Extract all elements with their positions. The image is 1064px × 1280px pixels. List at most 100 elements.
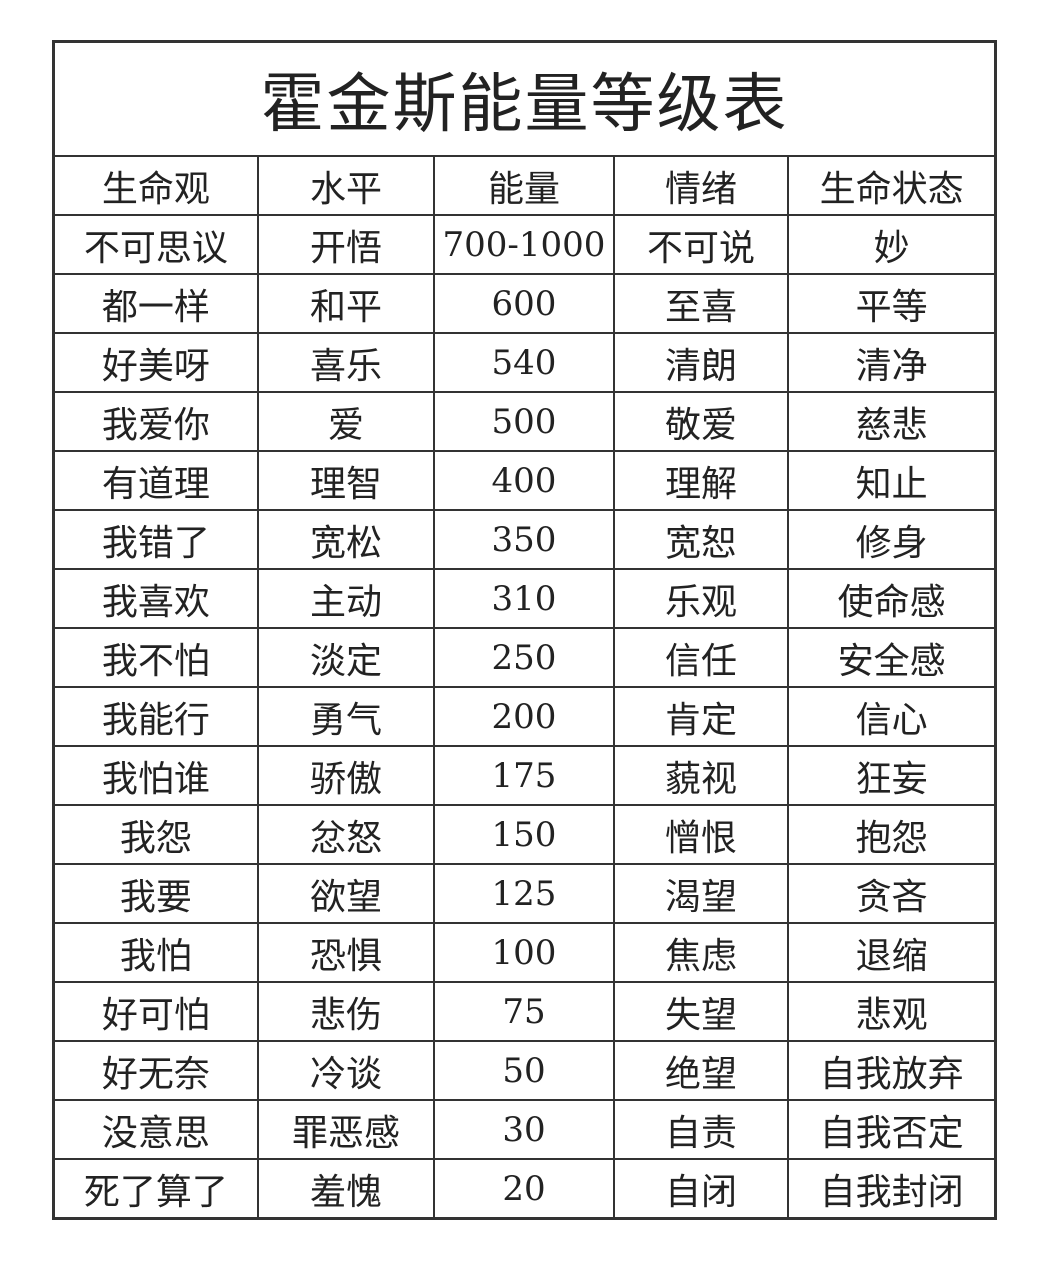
column-header-level: 水平 — [256, 155, 436, 216]
cell-life-state: 退缩 — [787, 922, 997, 983]
cell-energy: 600 — [433, 273, 615, 334]
cell-life-state: 自我否定 — [787, 1099, 997, 1160]
cell-energy: 100 — [433, 922, 615, 983]
cell-life-view: 没意思 — [52, 1099, 259, 1160]
cell-energy: 250 — [433, 627, 615, 688]
table-row: 我错了 宽松 350 宽恕 修身 — [52, 509, 997, 570]
table-title: 霍金斯能量等级表 — [52, 40, 997, 157]
cell-energy: 500 — [433, 391, 615, 452]
cell-energy: 125 — [433, 863, 615, 924]
cell-energy: 175 — [433, 745, 615, 806]
cell-life-view: 我爱你 — [52, 391, 259, 452]
cell-energy: 310 — [433, 568, 615, 629]
header-row: 生命观 水平 能量 情绪 生命状态 — [52, 155, 997, 216]
table-row: 都一样 和平 600 至喜 平等 — [52, 273, 997, 334]
cell-energy: 200 — [433, 686, 615, 747]
cell-level: 羞愧 — [256, 1158, 436, 1220]
cell-level: 悲伤 — [256, 981, 436, 1042]
cell-energy: 30 — [433, 1099, 615, 1160]
cell-life-state: 狂妄 — [787, 745, 997, 806]
table-row: 我怕谁 骄傲 175 藐视 狂妄 — [52, 745, 997, 806]
cell-life-view: 好无奈 — [52, 1040, 259, 1101]
cell-life-state: 使命感 — [787, 568, 997, 629]
cell-emotion: 焦虑 — [612, 922, 790, 983]
cell-life-view: 我怕谁 — [52, 745, 259, 806]
title-row: 霍金斯能量等级表 — [52, 40, 997, 157]
cell-life-state: 悲观 — [787, 981, 997, 1042]
cell-life-state: 修身 — [787, 509, 997, 570]
table-row: 我要 欲望 125 渴望 贪吝 — [52, 863, 997, 924]
cell-energy: 50 — [433, 1040, 615, 1101]
cell-energy: 350 — [433, 509, 615, 570]
cell-emotion: 至喜 — [612, 273, 790, 334]
cell-level: 冷谈 — [256, 1040, 436, 1101]
table-row: 我不怕 淡定 250 信任 安全感 — [52, 627, 997, 688]
cell-life-view: 我怨 — [52, 804, 259, 865]
cell-emotion: 绝望 — [612, 1040, 790, 1101]
cell-level: 淡定 — [256, 627, 436, 688]
cell-life-view: 我怕 — [52, 922, 259, 983]
cell-life-view: 我不怕 — [52, 627, 259, 688]
cell-level: 理智 — [256, 450, 436, 511]
cell-level: 开悟 — [256, 214, 436, 275]
table-row: 好美呀 喜乐 540 清朗 清净 — [52, 332, 997, 393]
cell-life-state: 自我封闭 — [787, 1158, 997, 1220]
cell-emotion: 敬爱 — [612, 391, 790, 452]
cell-life-view: 死了算了 — [52, 1158, 259, 1220]
cell-level: 主动 — [256, 568, 436, 629]
cell-life-view: 好可怕 — [52, 981, 259, 1042]
energy-level-table: 霍金斯能量等级表 生命观 水平 能量 情绪 生命状态 不可思议 开悟 700-1000 不可说… — [52, 40, 997, 1220]
cell-emotion: 不可说 — [612, 214, 790, 275]
cell-emotion: 自责 — [612, 1099, 790, 1160]
cell-energy: 700-1000 — [433, 214, 615, 275]
cell-life-state: 知止 — [787, 450, 997, 511]
cell-emotion: 憎恨 — [612, 804, 790, 865]
cell-life-state: 贪吝 — [787, 863, 997, 924]
cell-life-state: 自我放弃 — [787, 1040, 997, 1101]
cell-emotion: 乐观 — [612, 568, 790, 629]
cell-energy: 540 — [433, 332, 615, 393]
table-row: 我爱你爱 500 敬爱 慈悲 — [52, 391, 997, 452]
cell-life-view: 都一样 — [52, 273, 259, 334]
cell-level: 爱 — [256, 391, 436, 452]
table-row: 好无奈 冷谈 50 绝望 自我放弃 — [52, 1040, 997, 1101]
cell-emotion: 肯定 — [612, 686, 790, 747]
cell-level: 欲望 — [256, 863, 436, 924]
cell-energy: 400 — [433, 450, 615, 511]
cell-level: 和平 — [256, 273, 436, 334]
cell-emotion: 渴望 — [612, 863, 790, 924]
cell-life-view: 有道理 — [52, 450, 259, 511]
table-row: 我能行 勇气 200 肯定 信心 — [52, 686, 997, 747]
column-header-life-state: 生命状态 — [787, 155, 997, 216]
cell-life-view: 我能行 — [52, 686, 259, 747]
table-row: 我怕 恐惧 100 焦虑 退缩 — [52, 922, 997, 983]
cell-level: 勇气 — [256, 686, 436, 747]
cell-energy: 20 — [433, 1158, 615, 1220]
column-header-emotion: 情绪 — [612, 155, 790, 216]
table-row: 死了算了 羞愧 20 自闭 自我封闭 — [52, 1158, 997, 1220]
cell-emotion: 清朗 — [612, 332, 790, 393]
cell-level: 罪恶感 — [256, 1099, 436, 1160]
table-row: 我喜欢 主动 310 乐观 使命感 — [52, 568, 997, 629]
table-row: 好可怕 悲伤 75 失望 悲观 — [52, 981, 997, 1042]
cell-life-view: 我喜欢 — [52, 568, 259, 629]
cell-life-view: 好美呀 — [52, 332, 259, 393]
cell-level: 忿怒 — [256, 804, 436, 865]
column-header-life-view: 生命观 — [52, 155, 259, 216]
cell-life-state: 清净 — [787, 332, 997, 393]
cell-life-state: 抱怨 — [787, 804, 997, 865]
cell-life-state: 妙 — [787, 214, 997, 275]
table-row: 没意思 罪恶感 30 自责 自我否定 — [52, 1099, 997, 1160]
column-header-energy: 能量 — [433, 155, 615, 216]
cell-emotion: 信任 — [612, 627, 790, 688]
table-row: 我怨 忿怒 150 憎恨 抱怨 — [52, 804, 997, 865]
cell-emotion: 自闭 — [612, 1158, 790, 1220]
cell-emotion: 理解 — [612, 450, 790, 511]
cell-level: 恐惧 — [256, 922, 436, 983]
cell-emotion: 失望 — [612, 981, 790, 1042]
table-row: 不可思议 开悟 700-1000 不可说妙 — [52, 214, 997, 275]
cell-energy: 75 — [433, 981, 615, 1042]
cell-emotion: 宽恕 — [612, 509, 790, 570]
cell-life-state: 信心 — [787, 686, 997, 747]
cell-life-view: 我错了 — [52, 509, 259, 570]
